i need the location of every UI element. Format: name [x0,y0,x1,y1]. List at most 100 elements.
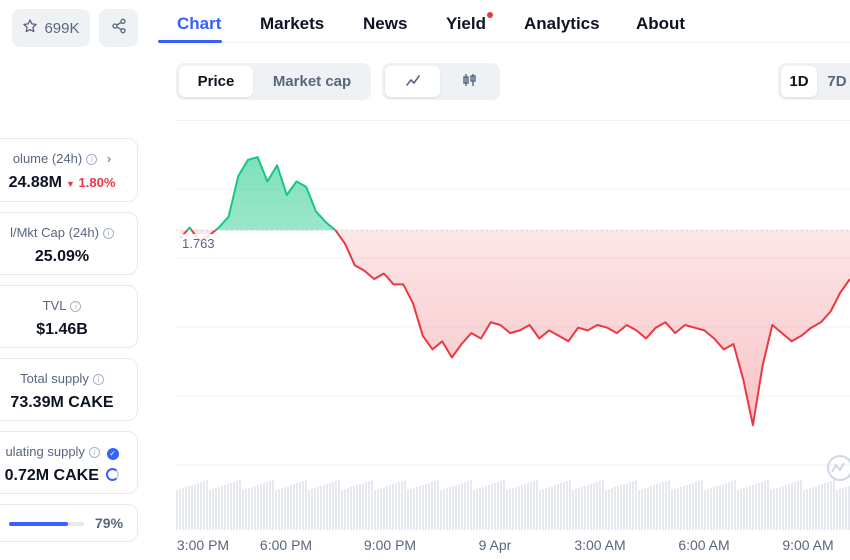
volume-bar [773,489,775,530]
volume-bar [662,482,664,530]
price-series [176,156,850,427]
info-icon[interactable]: i [92,374,104,385]
line-chart-toggle[interactable] [385,66,440,97]
volume-bar [341,490,343,530]
volume-bar [446,488,448,530]
price-line-down [179,230,850,427]
volume-bar [758,483,760,530]
volume-bar [737,490,739,530]
area-below-reference [180,230,850,426]
tab-analytics[interactable]: Analytics [524,14,600,33]
volume-bar [623,484,625,530]
volume-bar [218,487,220,530]
info-icon[interactable]: i [102,228,114,239]
x-tick-label: 3:00 AM [574,537,626,553]
supply-progress-label: 79% [95,515,124,531]
watchlist-count: 699K [44,19,80,37]
volume-change: ▼ 1.80% [65,175,116,190]
tab-news[interactable]: News [363,14,408,33]
volume-bar [512,488,514,530]
volume-bar [791,483,793,530]
supply-progress-fill [9,522,69,526]
chevron-right-icon[interactable]: › [106,151,112,166]
watchlist-button[interactable]: 699K [12,9,90,47]
info-icon[interactable]: i [86,154,98,165]
volume-bar [176,490,178,530]
volume-bar [443,489,445,530]
tab-about[interactable]: About [636,14,686,33]
volume-bar [527,483,529,530]
info-icon[interactable]: i [70,301,82,312]
tab-yield[interactable]: Yield [446,14,486,33]
volume-bar [809,488,811,530]
range-1d[interactable]: 1D [781,66,817,97]
tab-chart[interactable]: Chart [177,14,222,33]
x-tick-label: 3:00 PM [176,537,230,553]
volume-bar [452,486,454,530]
x-tick-label: 6:00 PM [259,537,313,553]
share-button[interactable] [99,9,138,47]
line-chart-icon [405,72,421,92]
volume-bar [419,486,421,530]
volume-bar [212,489,214,530]
volume-bar [482,487,484,530]
volume-bar [611,488,613,530]
volume-bar [545,488,547,530]
volume-mktcap-value: 25.09% [34,248,90,265]
price-chart[interactable]: 1.763 [176,120,850,530]
volume-bar [188,486,190,530]
verified-icon: ✓ [106,448,119,460]
volume-bar [704,490,706,530]
volume-bar [401,481,403,530]
volume-bar [200,482,202,530]
volume-bar [755,484,757,530]
volume-bar [602,480,604,530]
volume-bar [311,489,313,530]
volume-mktcap-label: l/Mkt Cap (24h) i [0,225,137,240]
candlestick-toggle[interactable] [442,66,497,97]
info-icon[interactable]: i [88,447,100,458]
volume-bar [320,486,322,530]
volume-bar [641,489,643,530]
tvl-value: $1.46B [36,321,88,338]
volume-bar [374,490,376,530]
volume-bar [260,484,262,530]
volume-bar [689,484,691,530]
volume-bar [599,481,601,530]
volume-bar [335,481,337,530]
volume-bar [461,483,463,530]
volume-bar [584,486,586,530]
volume-bar [380,488,382,530]
x-tick-label: 9:00 PM [363,537,417,553]
volume-bar [563,482,565,530]
range-toggle: 1D 7D [778,63,850,100]
volume-bar [344,489,346,530]
volume-bar [653,485,655,530]
volume-bar [707,489,709,530]
volume-bar [833,480,835,530]
share-icon [111,18,127,38]
volume-bar [674,489,676,530]
volume-bar [539,490,541,530]
volume-bar [407,490,409,530]
reference-label-box: 1.763 [178,234,220,252]
volume-bar [449,487,451,530]
volume-bar [734,480,736,530]
yield-notification-dot [487,12,493,18]
volume-bar [725,483,727,530]
volume-bar [497,482,499,530]
volume-bar [632,481,634,530]
range-7d[interactable]: 7D [827,73,847,90]
price-toggle[interactable]: Price [179,66,253,97]
volume-bar [782,486,784,530]
volume-bar [278,489,280,530]
tab-markets[interactable]: Markets [260,14,325,33]
volume-bar [221,486,223,530]
metric-toggle: Price Market cap [176,63,371,100]
volume-bar [548,487,550,530]
market-cap-toggle[interactable]: Market cap [272,73,352,90]
volume-bar [338,480,340,530]
tvl-card: TVL i $1.46B [0,285,138,348]
volume-bar [848,486,850,530]
volume-bar [179,489,181,530]
